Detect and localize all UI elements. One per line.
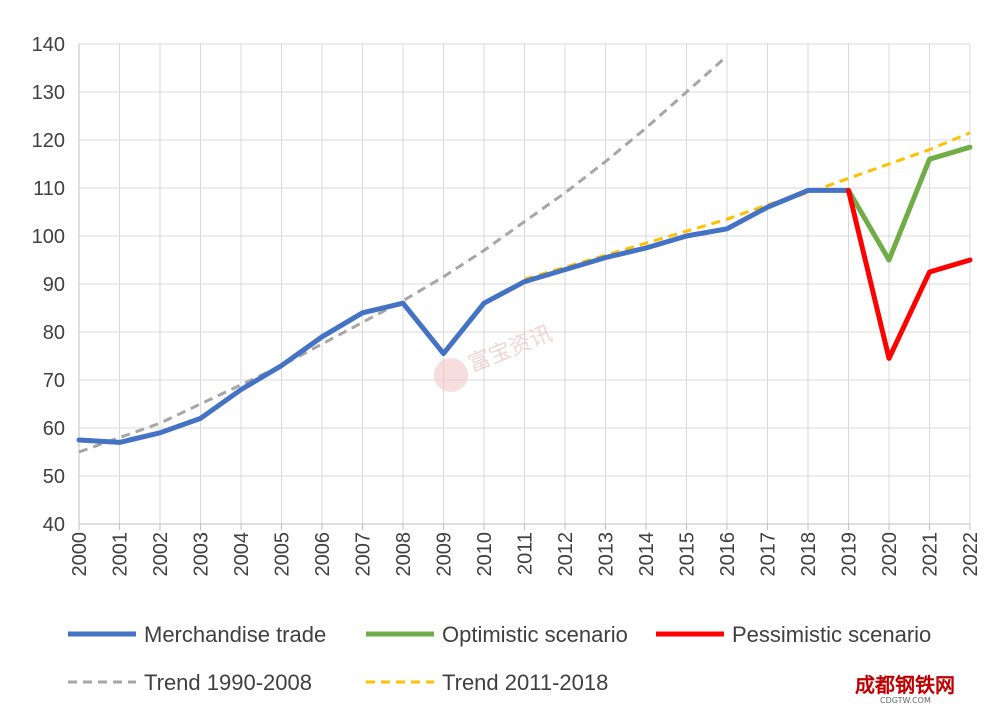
y-tick-label: 140 [32,34,65,56]
logo-background [852,674,970,700]
y-tick-label: 120 [32,130,65,152]
series-line-optimistic-scenario [846,144,973,263]
legend-label-trend-2011-2018: Trend 2011-2018 [442,670,608,695]
x-tick-label: 2022 [960,532,982,577]
x-tick-label: 2021 [920,532,942,577]
x-tick-label: 2011 [515,532,537,575]
series-line-merchandise-trade [76,187,851,445]
x-tick-label: 2001 [110,532,132,577]
legend-label-optimistic-scenario: Optimistic scenario [442,622,628,647]
y-tick-label: 50 [43,466,65,488]
x-tick-label: 2015 [677,532,699,577]
logo-text: 成都钢铁网 [855,673,955,697]
x-axis-ticks: 2000 2001 2002 2003 2004 2005 2006 2007 2008 2009… [69,44,982,577]
series-line-pessimistic-scenario [846,187,973,361]
x-tick-label: 2010 [474,532,496,577]
x-tick-label: 2008 [393,532,415,577]
x-tick-label: 2003 [191,532,213,577]
x-tick-label: 2013 [596,532,618,577]
x-tick-label: 2020 [879,532,901,577]
x-tick-label: 2004 [231,532,253,577]
y-tick-label: 70 [43,370,65,392]
legend-label-pessimistic-scenario: Pessimistic scenario [732,622,931,647]
series-line-trend-1990-2008 [78,54,728,454]
x-tick-label: 2007 [353,532,375,577]
x-tick-label: 2017 [758,532,780,577]
x-tick-label: 2002 [150,532,172,577]
legend-label-merchandise-trade: Merchandise trade [144,622,326,647]
y-axis-ticks: 40 50 60 70 80 90 100 110 120 130 140 [32,34,65,536]
y-tick-label: 90 [43,274,65,296]
grid-lines [78,43,971,525]
y-tick-label: 110 [33,178,65,200]
y-tick-label: 80 [43,322,65,344]
x-tick-label: 2009 [434,532,456,577]
legend-label-trend-1990-2008: Trend 1990-2008 [144,670,312,695]
site-logo: 成都钢铁网 CDGTW.COM [852,673,970,705]
x-tick-label: 2018 [798,532,820,577]
x-tick-label: 2016 [717,532,739,577]
x-tick-label: 2014 [636,532,658,577]
x-tick-label: 2005 [272,532,294,577]
y-tick-label: 130 [32,82,65,104]
x-tick-label: 2019 [839,532,861,577]
y-tick-label: 60 [43,418,65,440]
legend: Merchandise trade Optimistic scenario Pess… [68,622,931,695]
y-tick-label: 100 [32,226,65,248]
x-tick-label: 2012 [555,532,577,577]
logo-subtext: CDGTW.COM [880,696,931,705]
y-tick-label: 40 [43,514,65,536]
series-lines [76,54,973,454]
x-tick-label: 2006 [312,532,334,577]
x-tick-label: 2000 [69,532,91,577]
watermark-logo-icon [434,358,468,392]
